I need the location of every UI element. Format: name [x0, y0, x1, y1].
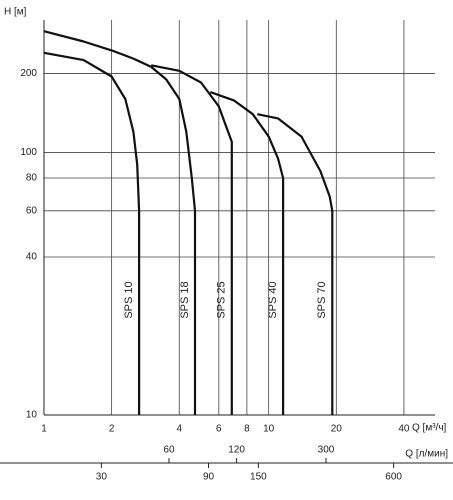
x-axis-label: Q [м³/ч]: [412, 423, 447, 434]
curve: [150, 64, 233, 415]
x-tick-label: 20: [331, 424, 343, 435]
x-tick-label: 8: [244, 424, 250, 435]
x2-tick-label: 600: [385, 472, 402, 483]
x2-tick-label: 300: [318, 445, 335, 456]
curve-label: SPS 25: [216, 281, 228, 318]
x-tick-label: 40: [398, 424, 410, 435]
y-tick-label: 200: [20, 68, 37, 79]
x2-tick-label: 60: [163, 445, 175, 456]
x2-axis-label: Q [л/мин]: [405, 449, 448, 460]
y-tick-label: 40: [26, 252, 38, 263]
y-tick-label: 80: [26, 173, 38, 184]
x-tick-label: 2: [109, 424, 115, 435]
curve: [257, 113, 334, 415]
x2-tick-label: 30: [96, 472, 108, 483]
curve: [43, 51, 141, 415]
curve-label: SPS 18: [179, 281, 191, 318]
curve-label: SPS 70: [316, 281, 328, 318]
x-tick-label: 10: [263, 424, 275, 435]
y-axis-label: H [м]: [4, 7, 27, 18]
x2-tick-label: 150: [250, 472, 267, 483]
x-tick-label: 6: [216, 424, 222, 435]
y-tick-label: 10: [26, 410, 38, 421]
x-tick-label: 1: [41, 424, 47, 435]
y-tick-label: 60: [26, 205, 38, 216]
x2-tick-label: 120: [228, 445, 245, 456]
y-tick-label: 100: [20, 147, 37, 158]
curve: [209, 91, 285, 415]
curve-label: SPS 10: [123, 281, 135, 318]
curve: [43, 30, 197, 415]
x2-tick-label: 90: [203, 472, 215, 483]
x-tick-label: 4: [176, 424, 182, 435]
curve-label: SPS 40: [267, 281, 279, 318]
